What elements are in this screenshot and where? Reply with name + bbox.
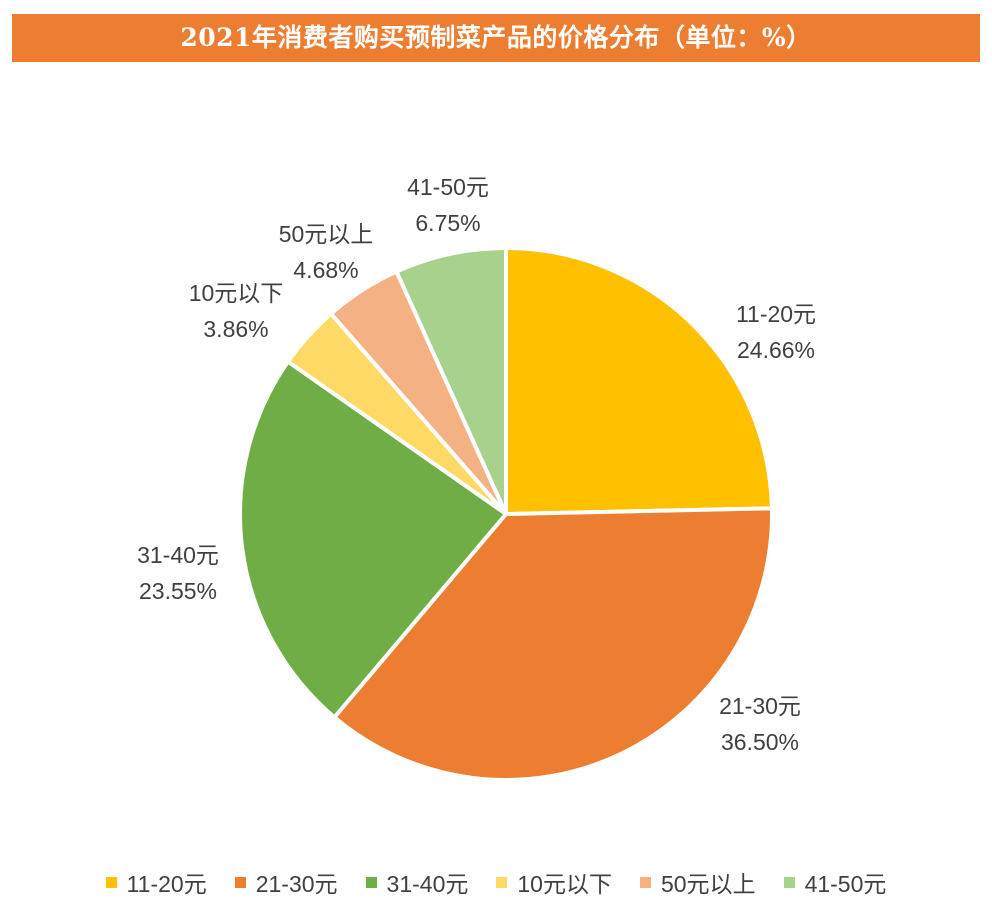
legend-swatch bbox=[783, 876, 795, 888]
legend-item-1: 11-20元 bbox=[105, 865, 207, 899]
pie-slice-2 bbox=[332, 506, 774, 782]
legend-label: 50元以上 bbox=[660, 871, 756, 897]
slice-label-value-3: 23.55% bbox=[139, 578, 217, 604]
slice-label-category-3: 31-40元 bbox=[137, 542, 219, 568]
legend-label: 21-30元 bbox=[255, 871, 338, 897]
legend-item-6: 41-50元 bbox=[783, 865, 887, 899]
slice-label-category-5: 50元以上 bbox=[279, 221, 374, 247]
slice-label-value-1: 24.66% bbox=[737, 337, 815, 363]
slice-label-value-4: 3.86% bbox=[203, 316, 268, 342]
slice-label-category-2: 21-30元 bbox=[719, 693, 801, 719]
slice-label-value-5: 4.68% bbox=[293, 257, 358, 283]
legend-label: 11-20元 bbox=[126, 871, 207, 897]
slice-label-category-4: 10元以下 bbox=[189, 280, 284, 306]
legend-swatch bbox=[365, 876, 377, 888]
pie-slice-1 bbox=[504, 246, 774, 516]
legend-item-3: 31-40元 bbox=[365, 865, 469, 899]
legend-swatch bbox=[234, 876, 246, 888]
slice-label-category-6: 41-50元 bbox=[407, 174, 489, 200]
chart-legend: 11-20元 21-30元 31-40元 10元以下 50元以上 41-50元 bbox=[0, 862, 992, 902]
legend-item-4: 10元以下 bbox=[496, 865, 612, 899]
slice-label-category-1: 11-20元 bbox=[736, 301, 816, 327]
pie-slice-6 bbox=[394, 246, 508, 516]
legend-label: 31-40元 bbox=[386, 871, 469, 897]
slice-label-value-6: 6.75% bbox=[415, 210, 480, 236]
slice-label-value-2: 36.50% bbox=[721, 729, 799, 755]
legend-label: 10元以下 bbox=[517, 871, 612, 897]
legend-item-2: 21-30元 bbox=[234, 865, 338, 899]
legend-swatch bbox=[496, 876, 508, 888]
legend-swatch bbox=[639, 876, 651, 888]
chart-title: 2021年消费者购买预制菜产品的价格分布（单位：%） bbox=[12, 14, 980, 62]
legend-item-5: 50元以上 bbox=[639, 865, 756, 899]
pie-slice-3 bbox=[238, 359, 508, 720]
legend-swatch bbox=[105, 876, 117, 888]
legend-label: 41-50元 bbox=[804, 871, 887, 897]
